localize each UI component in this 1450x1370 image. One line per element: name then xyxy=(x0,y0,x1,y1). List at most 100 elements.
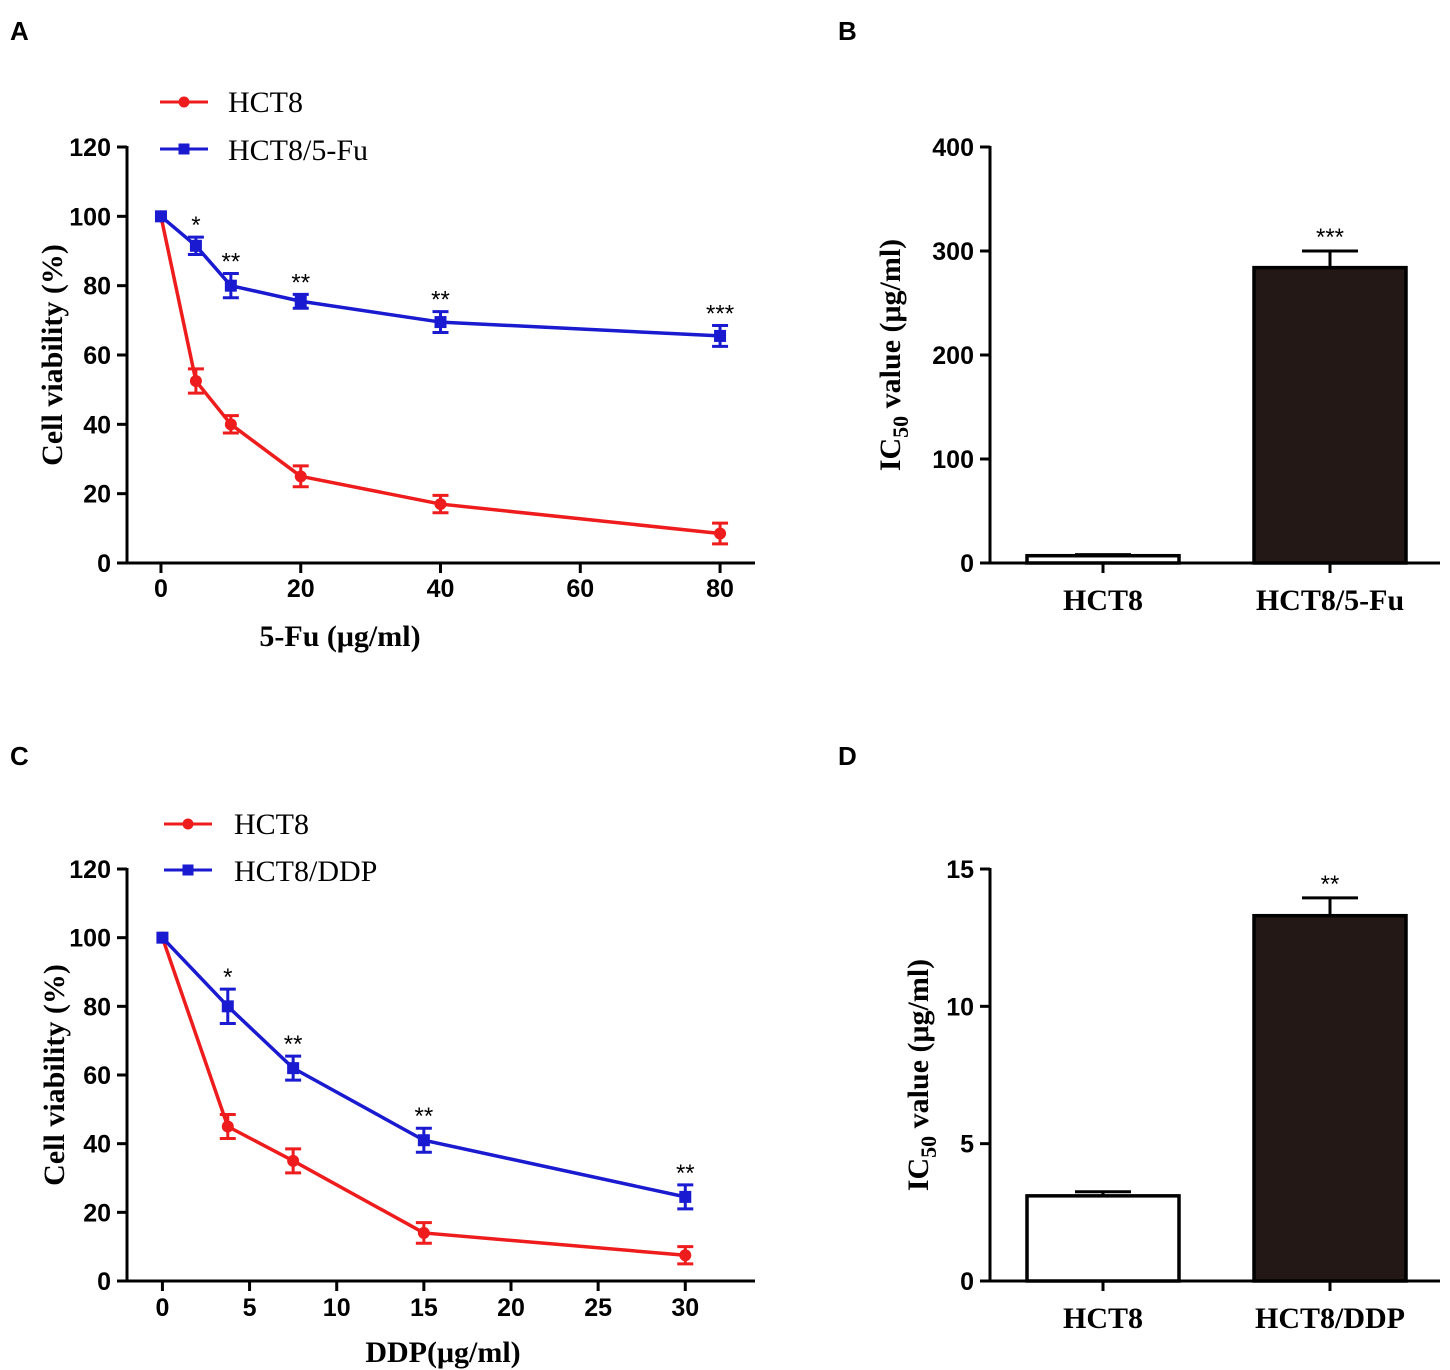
panel-a-x-tick-label: 20 xyxy=(287,575,315,603)
legend-marker-square xyxy=(182,864,194,876)
ylabel-rest: value (μg/ml) xyxy=(902,959,935,1136)
panel-a-significance-label: * xyxy=(191,212,200,239)
panel-b-category-label: HCT8/5-Fu xyxy=(1256,584,1404,617)
panel-b-bar xyxy=(1025,553,1181,565)
panel-a-series-hct8-5-fu-point xyxy=(154,210,167,223)
panel-d-category-label: HCT8/DDP xyxy=(1255,1302,1405,1335)
panel-a-series-hct8-5-fu-point xyxy=(434,316,447,329)
panel-b-y-tick-label: 100 xyxy=(932,446,974,474)
legend-marker-circle xyxy=(178,96,190,108)
panel-c-legend-label-hct8: HCT8 xyxy=(234,808,309,841)
panel-a-significance-label: ** xyxy=(431,287,450,314)
panel-b-category-label: HCT8 xyxy=(1063,584,1143,617)
panel-a-series-hct8-5-fu-point xyxy=(189,239,202,252)
panel-a-y-tick-label: 100 xyxy=(69,203,111,231)
panel-c-legend-entry-hct8-ddp: HCT8/DDP xyxy=(164,855,377,888)
panel-b-y-tick-label: 200 xyxy=(932,342,974,370)
panel-c-y-tick-label: 100 xyxy=(69,925,111,953)
panel-b: B IC50 value (μg/ml) 0 100 200 300 400 HCT8 HC… xyxy=(838,16,1440,617)
panel-a-y-tick-label: 20 xyxy=(83,481,111,509)
panel-a-series-hct8-5-fu-point xyxy=(224,279,237,292)
panel-a-y-tick-label: 40 xyxy=(83,411,111,439)
panel-b-significance-label: *** xyxy=(1316,224,1344,251)
panel-c-x-tick-label: 15 xyxy=(410,1294,438,1322)
panel-a-y-tick-label: 0 xyxy=(97,550,111,578)
panel-a-legend-entry-hct8: HCT8 xyxy=(160,86,303,119)
panel-c-significance-label: * xyxy=(223,964,232,991)
panel-c-series-hct8-line xyxy=(160,937,686,1257)
panel-c-series-hct8-ddp-point xyxy=(156,931,169,944)
ylabel-main: IC xyxy=(902,1158,935,1191)
panel-b-letter: B xyxy=(838,16,857,46)
panel-c-series-hct8-point xyxy=(287,1154,300,1167)
ylabel-main: IC xyxy=(874,438,907,471)
panel-c-x-tick-label: 0 xyxy=(155,1294,169,1322)
panel-d-bar xyxy=(1025,1194,1181,1283)
panel-c-series-hct8-point xyxy=(679,1249,692,1262)
panel-c-x-tick-label: 5 xyxy=(243,1294,257,1322)
panel-a-y-tick-label: 80 xyxy=(83,273,111,301)
panel-a-significance-label: *** xyxy=(706,301,734,328)
panel-c-x-tick-label: 20 xyxy=(497,1294,525,1322)
panel-c-x-tick-label: 30 xyxy=(671,1294,699,1322)
panel-c-x-axis-title: DDP(μg/ml) xyxy=(365,1336,520,1369)
panel-c-series-hct8-ddp-point xyxy=(221,1000,234,1013)
panel-a-series-hct8 xyxy=(154,210,729,546)
panel-a-significance-label: ** xyxy=(291,269,310,296)
panel-c-letter: C xyxy=(10,741,29,771)
panel-a-series-hct8-point xyxy=(714,527,727,540)
panel-c-y-tick-label: 120 xyxy=(69,856,111,884)
panel-c-series-hct8-ddp-point xyxy=(287,1062,300,1075)
panel-d-letter: D xyxy=(838,741,857,771)
panel-c-series-hct8-point xyxy=(221,1120,234,1133)
panel-b-y-axis-title: IC50 value (μg/ml) xyxy=(874,239,913,471)
panel-b-bar-group-hct8-5-fu xyxy=(1252,249,1408,565)
panel-a-y-tick-label: 120 xyxy=(69,134,111,162)
panel-c-y-tick-label: 60 xyxy=(83,1062,111,1090)
panel-a-series-hct8-5-fu-point xyxy=(294,295,307,308)
panel-d-y-tick-label: 10 xyxy=(946,993,974,1021)
panel-a-y-tick-label: 60 xyxy=(83,342,111,370)
panel-a-series-hct8-point xyxy=(189,375,202,387)
panel-a-series-hct8-point xyxy=(224,418,237,431)
panel-d-y-tick-label: 0 xyxy=(960,1268,974,1296)
panel-c-legend: HCT8 HCT8/DDP xyxy=(164,808,377,888)
panel-c-series-hct8-point xyxy=(417,1226,430,1239)
panel-d-bar xyxy=(1252,913,1408,1283)
panel-a-x-tick-label: 0 xyxy=(154,575,168,603)
panel-a-legend-label-hct8-5fu: HCT8/5-Fu xyxy=(228,134,368,167)
panel-a-y-axis-title: Cell viability (%) xyxy=(36,244,69,466)
panel-c-significance-label: ** xyxy=(676,1160,695,1187)
panel-a-significance-label: ** xyxy=(222,249,241,276)
panel-b-bar-group-hct8 xyxy=(1025,553,1181,565)
panel-b-y-tick-label: 300 xyxy=(932,238,974,266)
panel-c-series-hct8-ddp-point xyxy=(679,1190,692,1203)
panel-c-x-tick-label: 25 xyxy=(584,1294,612,1322)
panel-c-series-hct8 xyxy=(156,931,694,1266)
panel-a-series-hct8-point xyxy=(434,498,447,511)
panel-d-y-tick-label: 15 xyxy=(946,856,974,884)
ylabel-subscript: 50 xyxy=(916,1136,941,1158)
panel-d-significance-label: ** xyxy=(1321,871,1340,898)
panel-a-legend-entry-hct8-5fu: HCT8/5-Fu xyxy=(160,134,368,167)
ylabel-subscript: 50 xyxy=(888,416,913,438)
panel-d-y-axis-title: IC50 value (μg/ml) xyxy=(902,959,941,1191)
panel-c-legend-label-hct8-ddp: HCT8/DDP xyxy=(234,855,377,888)
panel-d-category-label: HCT8 xyxy=(1063,1302,1143,1335)
panel-c-y-axis-title: Cell viability (%) xyxy=(38,964,71,1186)
panel-c-y-tick-label: 40 xyxy=(83,1131,111,1159)
panel-c-y-tick-label: 0 xyxy=(97,1268,111,1296)
panel-a-series-hct8-line xyxy=(159,215,721,536)
panel-a-series-hct8-5-fu xyxy=(154,210,729,348)
panel-c-significance-label: ** xyxy=(284,1031,303,1058)
panel-d-bar-group-hct8-ddp xyxy=(1252,896,1408,1283)
panel-a-series-hct8-point xyxy=(294,470,307,483)
panel-a-x-tick-label: 60 xyxy=(566,575,594,603)
panel-c-significance-label: ** xyxy=(415,1103,434,1130)
panel-c-series-hct8-ddp-point xyxy=(417,1134,430,1147)
panel-c-series-hct8-ddp-line xyxy=(161,936,686,1199)
panel-c: C DDP(μg/ml) Cell viability (%) HCT8 HCT… xyxy=(10,741,755,1369)
legend-marker-circle xyxy=(182,818,194,830)
panel-a-x-tick-label: 40 xyxy=(427,575,455,603)
panel-a-legend: HCT8 HCT8/5-Fu xyxy=(160,86,368,167)
